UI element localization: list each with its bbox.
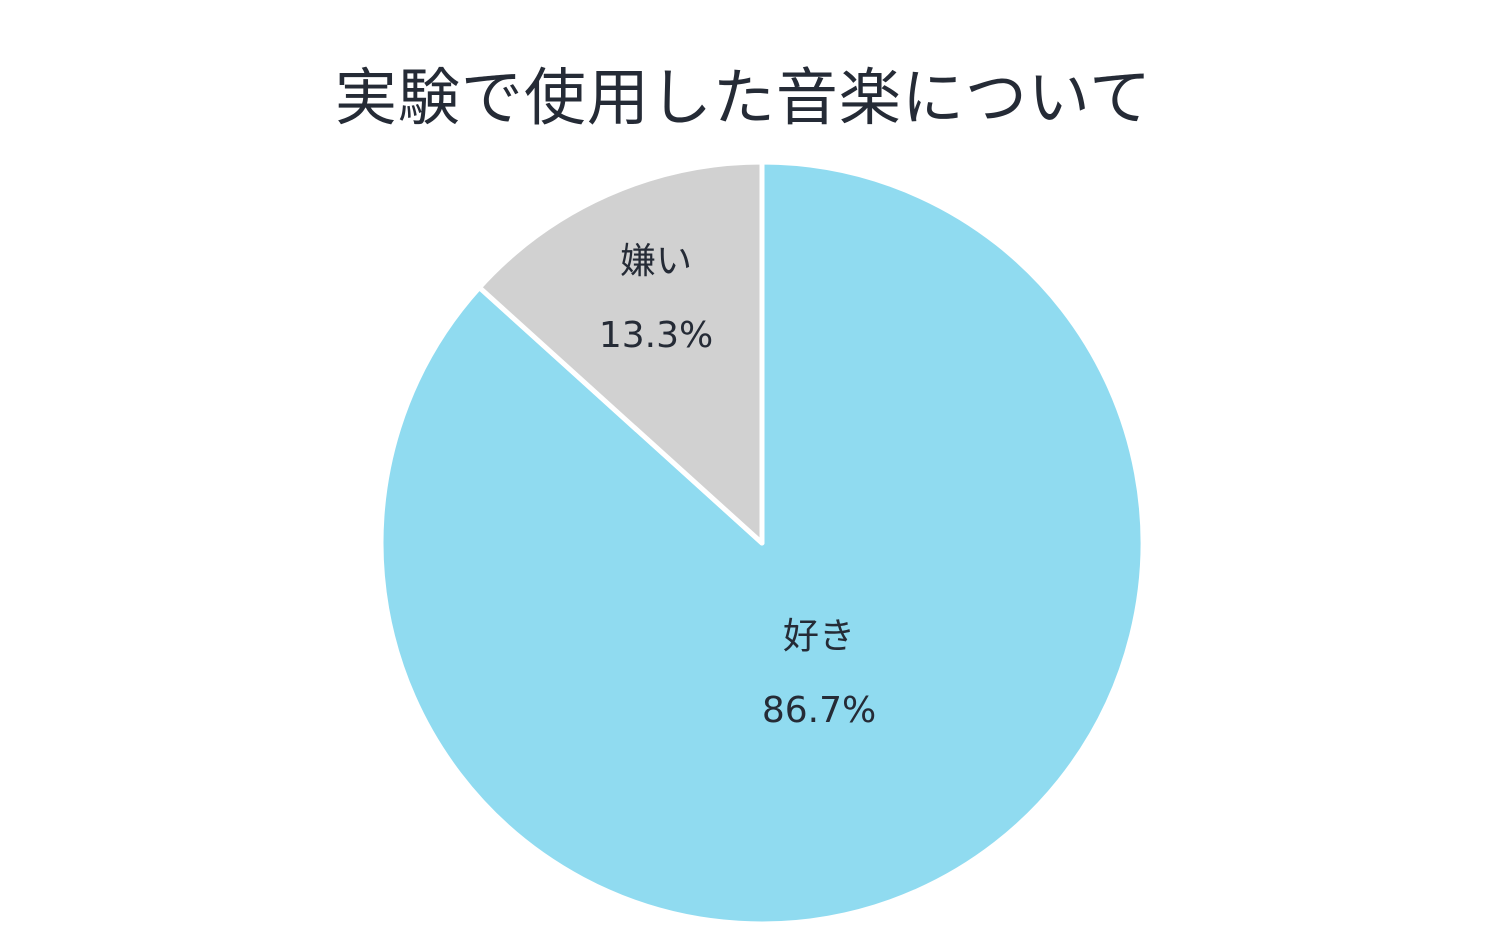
- chart-title: 実験で使用した音楽について: [334, 61, 1153, 134]
- pie-labels: 好き 86.7% 嫌い 13.3%: [599, 241, 876, 731]
- pie-slice-1: [476, 159, 765, 546]
- slice-value-label-1: 13.3%: [599, 315, 713, 356]
- slice-label-0: 好き: [783, 616, 855, 657]
- pie-slices: [378, 159, 1146, 927]
- slice-label-1: 嫌い: [620, 241, 692, 282]
- slice-value-label-0: 86.7%: [762, 690, 876, 731]
